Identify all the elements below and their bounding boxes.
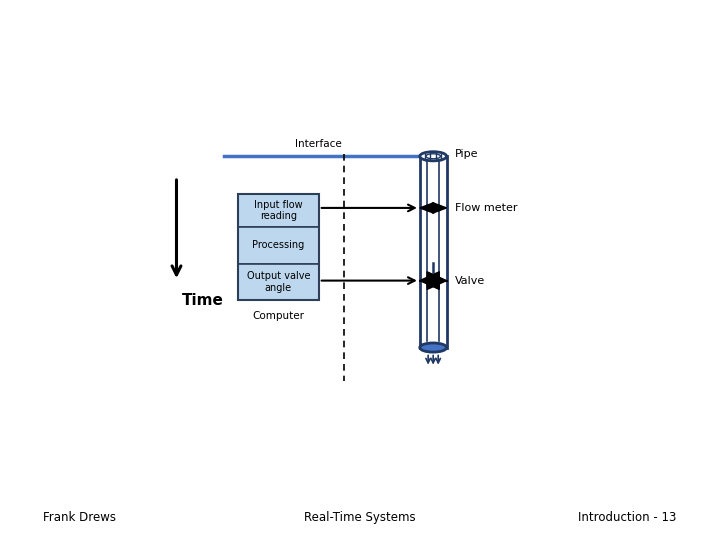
Bar [238, 264, 319, 300]
Polygon shape [420, 202, 434, 213]
Ellipse shape [420, 343, 446, 352]
Text: Processing: Processing [252, 240, 305, 251]
Polygon shape [427, 272, 446, 289]
Bar [238, 194, 319, 300]
Ellipse shape [426, 154, 441, 159]
Polygon shape [420, 272, 439, 289]
Text: Output valve
angle: Output valve angle [246, 271, 310, 293]
Text: Input flow
reading: Input flow reading [254, 200, 302, 221]
Text: Pipe: Pipe [455, 149, 478, 159]
Text: Frank Drews: Frank Drews [43, 511, 116, 524]
Text: Interface: Interface [295, 139, 342, 149]
Ellipse shape [420, 152, 446, 161]
Bar [238, 194, 319, 227]
Polygon shape [433, 202, 446, 213]
Text: Flow meter: Flow meter [455, 203, 518, 213]
Text: Valve: Valve [455, 275, 485, 286]
Text: Computer: Computer [252, 312, 305, 321]
Text: Real-Time Systems: Real-Time Systems [304, 511, 416, 524]
Bar [238, 227, 319, 264]
Text: Introduction - 13: Introduction - 13 [578, 511, 677, 524]
Bar [420, 156, 446, 348]
Text: Time: Time [182, 294, 224, 308]
